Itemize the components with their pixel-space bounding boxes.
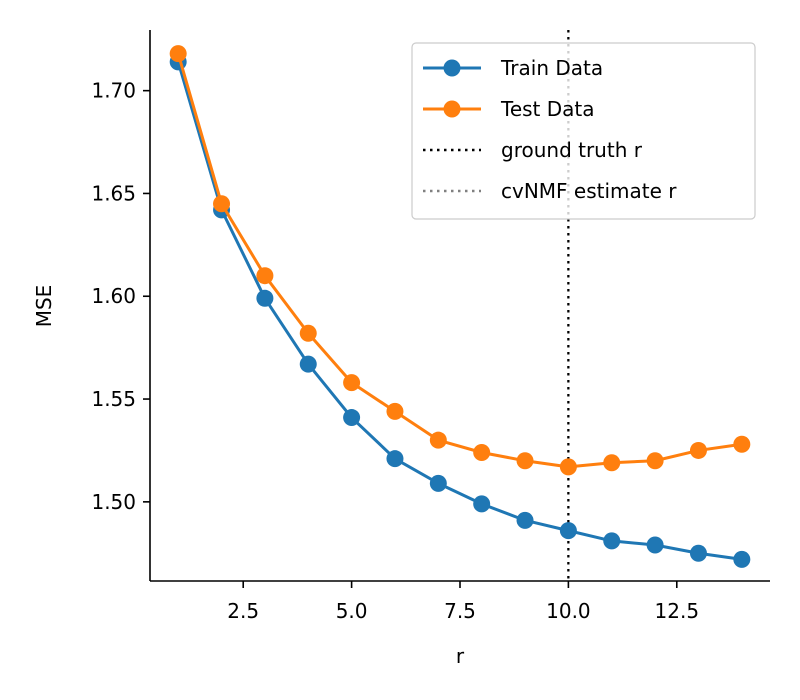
x-axis-label: r bbox=[456, 644, 465, 668]
series-0-point-7 bbox=[473, 495, 491, 513]
y-axis-ticks: 1.50 1.55 1.60 1.65 1.70 bbox=[91, 79, 150, 514]
legend-swatch-marker-0 bbox=[443, 59, 461, 77]
legend-label-0: Train Data bbox=[500, 56, 603, 80]
series-1-point-2 bbox=[256, 267, 274, 285]
x-axis-ticks: 2.5 5.0 7.5 10.0 12.5 bbox=[227, 581, 699, 623]
legend-entries: Train Data Test Data ground truth r cvNMF e… bbox=[423, 56, 677, 203]
series-1-point-10 bbox=[603, 454, 621, 472]
series-0-point-8 bbox=[516, 511, 534, 529]
data-series bbox=[169, 45, 751, 568]
y-tick-label-4: 1.70 bbox=[91, 79, 136, 103]
legend-frame bbox=[411, 42, 756, 220]
series-1-point-3 bbox=[299, 324, 317, 342]
x-tick-label-2: 7.5 bbox=[444, 599, 476, 623]
series-1-point-9 bbox=[559, 458, 577, 476]
x-tick-label-0: 2.5 bbox=[227, 599, 259, 623]
series-1-point-0 bbox=[169, 45, 187, 63]
series-1-point-11 bbox=[646, 452, 664, 470]
x-tick-label-1: 5.0 bbox=[336, 599, 368, 623]
series-0-point-11 bbox=[646, 536, 664, 554]
legend-label-1: Test Data bbox=[500, 97, 595, 121]
y-tick-label-1: 1.55 bbox=[91, 387, 136, 411]
series-1-point-1 bbox=[213, 195, 231, 213]
y-tick-label-2: 1.60 bbox=[91, 284, 136, 308]
series-1-point-12 bbox=[689, 441, 707, 459]
series-1-point-6 bbox=[429, 431, 447, 449]
series-0-point-12 bbox=[689, 544, 707, 562]
y-axis-label: MSE bbox=[32, 285, 56, 328]
series-1-point-4 bbox=[343, 374, 361, 392]
series-0-point-10 bbox=[603, 532, 621, 550]
series-0-point-2 bbox=[256, 289, 274, 307]
legend-label-3: cvNMF estimate r bbox=[501, 179, 677, 203]
legend-label-2: ground truth r bbox=[501, 138, 643, 162]
series-0-point-9 bbox=[559, 522, 577, 540]
series-1-point-5 bbox=[386, 402, 404, 420]
series-1-point-13 bbox=[733, 435, 751, 453]
series-1-point-7 bbox=[473, 444, 491, 462]
x-tick-label-3: 10.0 bbox=[546, 599, 591, 623]
series-1-point-8 bbox=[516, 452, 534, 470]
series-0-point-4 bbox=[343, 409, 361, 427]
legend-swatch-marker-1 bbox=[443, 100, 461, 118]
series-0-point-13 bbox=[733, 550, 751, 568]
series-0-point-5 bbox=[386, 450, 404, 468]
y-tick-label-0: 1.50 bbox=[91, 490, 136, 514]
series-0-point-3 bbox=[299, 355, 317, 373]
legend: Train Data Test Data ground truth r cvNMF e… bbox=[411, 42, 756, 220]
y-tick-label-3: 1.65 bbox=[91, 181, 136, 205]
x-tick-label-4: 12.5 bbox=[655, 599, 700, 623]
series-0-point-6 bbox=[429, 474, 447, 492]
